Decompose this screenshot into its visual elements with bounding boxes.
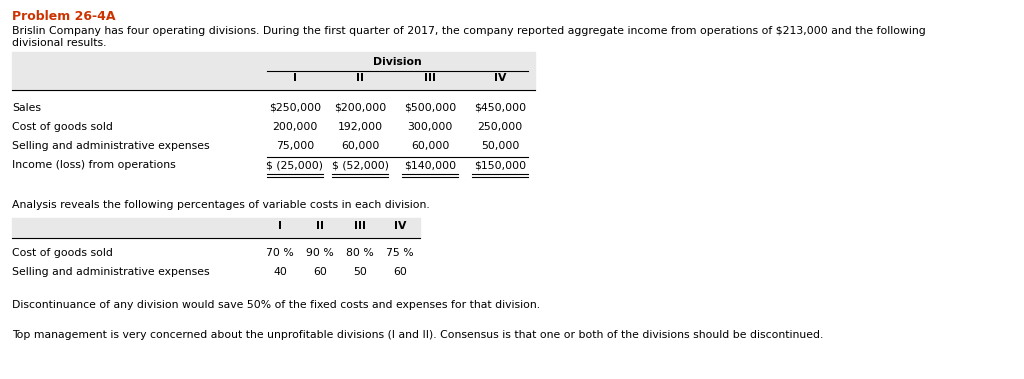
Text: Brislin Company has four operating divisions. During the first quarter of 2017, : Brislin Company has four operating divis… [12,26,926,36]
Text: $250,000: $250,000 [269,103,322,113]
Bar [12,52,535,90]
Text: 192,000: 192,000 [338,122,383,132]
Text: Sales: Sales [12,103,41,113]
Text: $200,000: $200,000 [334,103,386,113]
Text: Analysis reveals the following percentages of variable costs in each division.: Analysis reveals the following percentag… [12,200,430,210]
Text: 75,000: 75,000 [275,141,314,151]
Text: 70 %: 70 % [266,248,294,258]
Text: $450,000: $450,000 [474,103,526,113]
Text: 90 %: 90 % [306,248,334,258]
Text: Cost of goods sold: Cost of goods sold [12,122,113,132]
Text: I: I [278,221,282,231]
Text: 80 %: 80 % [346,248,374,258]
Text: 60,000: 60,000 [411,141,450,151]
Text: $140,000: $140,000 [403,160,456,170]
Text: Selling and administrative expenses: Selling and administrative expenses [12,267,210,277]
Text: Income (loss) from operations: Income (loss) from operations [12,160,176,170]
Text: IV: IV [394,221,407,231]
Text: Cost of goods sold: Cost of goods sold [12,248,113,258]
Text: 40: 40 [273,267,287,277]
Text: IV: IV [494,73,506,83]
Text: Discontinuance of any division would save 50% of the fixed costs and expenses fo: Discontinuance of any division would sav… [12,300,540,310]
Text: 250,000: 250,000 [477,122,522,132]
Text: 60: 60 [393,267,407,277]
Text: III: III [354,221,366,231]
Text: 50: 50 [353,267,367,277]
Text: 60,000: 60,000 [341,141,379,151]
Text: $150,000: $150,000 [474,160,526,170]
Bar [12,218,420,238]
Text: II: II [356,73,364,83]
Text: III: III [424,73,436,83]
Text: $ (25,000): $ (25,000) [266,160,324,170]
Text: 300,000: 300,000 [408,122,453,132]
Text: Selling and administrative expenses: Selling and administrative expenses [12,141,210,151]
Text: II: II [316,221,324,231]
Text: 60: 60 [313,267,327,277]
Text: $ (52,000): $ (52,000) [332,160,388,170]
Text: $500,000: $500,000 [403,103,456,113]
Text: 50,000: 50,000 [481,141,519,151]
Text: Division: Division [373,57,422,67]
Text: 75 %: 75 % [386,248,414,258]
Text: Top management is very concerned about the unprofitable divisions (I and II). Co: Top management is very concerned about t… [12,330,823,340]
Text: divisional results.: divisional results. [12,38,106,48]
Text: I: I [293,73,297,83]
Text: Problem 26-4A: Problem 26-4A [12,10,116,23]
Text: 200,000: 200,000 [272,122,317,132]
